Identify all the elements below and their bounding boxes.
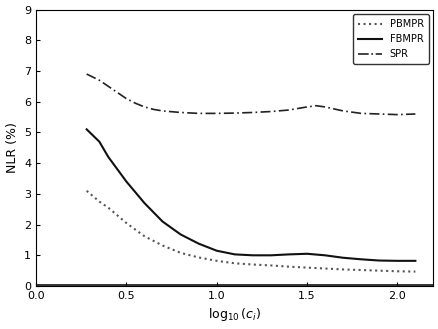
SPR — [304, 105, 309, 109]
Line: SPR: SPR — [86, 74, 414, 114]
PBMPR — [412, 270, 417, 274]
FBMPR — [268, 253, 273, 257]
FBMPR — [340, 256, 345, 260]
SPR — [250, 111, 255, 114]
FBMPR — [304, 252, 309, 256]
SPR — [268, 110, 273, 114]
FBMPR — [358, 257, 363, 261]
SPR — [286, 108, 291, 112]
SPR — [340, 109, 345, 113]
FBMPR — [84, 127, 89, 131]
Line: FBMPR: FBMPR — [86, 129, 414, 261]
FBMPR — [106, 155, 111, 159]
SPR — [214, 112, 219, 115]
PBMPR — [96, 200, 102, 204]
PBMPR — [250, 263, 255, 266]
PBMPR — [394, 269, 399, 273]
SPR — [358, 112, 363, 115]
SPR — [376, 112, 381, 116]
SPR — [141, 105, 147, 109]
FBMPR — [124, 180, 129, 184]
PBMPR — [177, 251, 183, 255]
SPR — [177, 111, 183, 114]
FBMPR — [286, 252, 291, 256]
Y-axis label: NLR (%): NLR (%) — [6, 122, 18, 173]
PBMPR — [84, 189, 89, 193]
SPR — [412, 112, 417, 116]
PBMPR — [196, 256, 201, 260]
FBMPR — [177, 233, 183, 237]
SPR — [232, 111, 237, 115]
SPR — [313, 104, 318, 108]
FBMPR — [321, 253, 327, 257]
FBMPR — [250, 253, 255, 257]
Legend: PBMPR, FBMPR, SPR: PBMPR, FBMPR, SPR — [352, 14, 427, 64]
PBMPR — [340, 267, 345, 271]
PBMPR — [141, 234, 147, 238]
SPR — [133, 101, 138, 105]
SPR — [96, 78, 102, 82]
PBMPR — [286, 265, 291, 269]
FBMPR — [214, 249, 219, 253]
SPR — [84, 72, 89, 76]
X-axis label: $\log_{10}(c_i)$: $\log_{10}(c_i)$ — [208, 306, 261, 323]
FBMPR — [412, 259, 417, 263]
PBMPR — [106, 206, 111, 210]
FBMPR — [376, 259, 381, 263]
PBMPR — [124, 221, 129, 225]
SPR — [114, 90, 120, 94]
PBMPR — [214, 259, 219, 263]
SPR — [151, 108, 156, 112]
PBMPR — [321, 266, 327, 270]
FBMPR — [232, 252, 237, 256]
PBMPR — [304, 266, 309, 269]
SPR — [159, 109, 165, 113]
SPR — [106, 84, 111, 88]
SPR — [394, 113, 399, 116]
FBMPR — [141, 201, 147, 205]
FBMPR — [394, 259, 399, 263]
SPR — [321, 105, 327, 109]
PBMPR — [232, 261, 237, 265]
SPR — [196, 112, 201, 115]
FBMPR — [159, 219, 165, 223]
SPR — [124, 97, 129, 101]
PBMPR — [159, 243, 165, 247]
FBMPR — [196, 242, 201, 246]
PBMPR — [268, 264, 273, 267]
PBMPR — [376, 269, 381, 273]
Line: PBMPR: PBMPR — [86, 191, 414, 272]
FBMPR — [96, 140, 102, 144]
PBMPR — [358, 268, 363, 272]
